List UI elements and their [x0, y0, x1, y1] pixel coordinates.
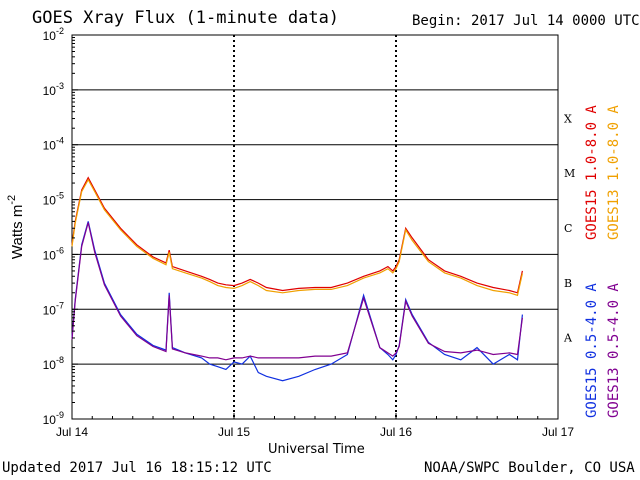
flare-class-label: M — [564, 167, 575, 180]
chart-title: GOES Xray Flux (1-minute data) — [32, 8, 340, 28]
begin-time: Begin: 2017 Jul 14 0000 UTC — [412, 13, 640, 29]
legend-goes13-short: GOES13 0.5-4.0 A — [606, 283, 622, 418]
flare-class-labels: A B C M X — [563, 112, 575, 344]
plot-frame — [71, 34, 559, 420]
flare-class-label: C — [564, 222, 572, 235]
legend-goes15-short: GOES15 0.5-4.0 A — [584, 283, 600, 418]
flare-class-label: A — [563, 332, 573, 345]
series-line-goes15-0-5-4-0-a — [71, 221, 523, 382]
x-tick-label: Jul 16 — [380, 425, 412, 439]
series-line-goes13-1-0-8-0-a — [71, 178, 523, 297]
y-tick-label: 10-3 — [43, 81, 64, 98]
x-tick-label: Jul 14 — [56, 425, 88, 439]
flare-class-label: X — [564, 112, 572, 125]
flare-class-label: B — [564, 277, 572, 290]
legend-goes15-long: GOES15 1.0-8.0 A — [584, 105, 600, 240]
y-tick-label: 10-8 — [43, 355, 64, 372]
y-tick-label: 10-7 — [43, 300, 64, 317]
y-tick-label: 10-9 — [43, 410, 64, 427]
series-line-goes15-1-0-8-0-a — [71, 176, 523, 294]
legend-goes13-long: GOES13 1.0-8.0 A — [606, 105, 622, 240]
x-ticks: Jul 14 Jul 15 Jul 16 Jul 17 — [56, 413, 574, 439]
y-tick-label: 10-4 — [43, 136, 64, 153]
y-tick-label: 10-5 — [43, 191, 64, 208]
y-ticks: 10-9 10-8 10-7 10-6 10-5 10-4 10-3 10-2 — [43, 26, 78, 427]
x-tick-label: Jul 15 — [218, 425, 250, 439]
series-line-goes13-0-5-4-0-a — [71, 222, 523, 361]
plot-area — [71, 34, 559, 420]
updated-time: Updated 2017 Jul 16 18:15:12 UTC — [2, 460, 272, 476]
credit-line: NOAA/SWPC Boulder, CO USA — [424, 460, 635, 476]
y-axis-label-text: Watts m-2 — [6, 195, 26, 259]
y-axis-label: Watts m-2 — [6, 195, 26, 259]
y-tick-label: 10-6 — [43, 245, 64, 262]
x-tick-label: Jul 17 — [542, 425, 574, 439]
series-lines — [71, 176, 523, 382]
y-tick-label: 10-2 — [43, 26, 64, 43]
x-axis-label: Universal Time — [268, 442, 365, 457]
grid-lines — [72, 35, 558, 419]
